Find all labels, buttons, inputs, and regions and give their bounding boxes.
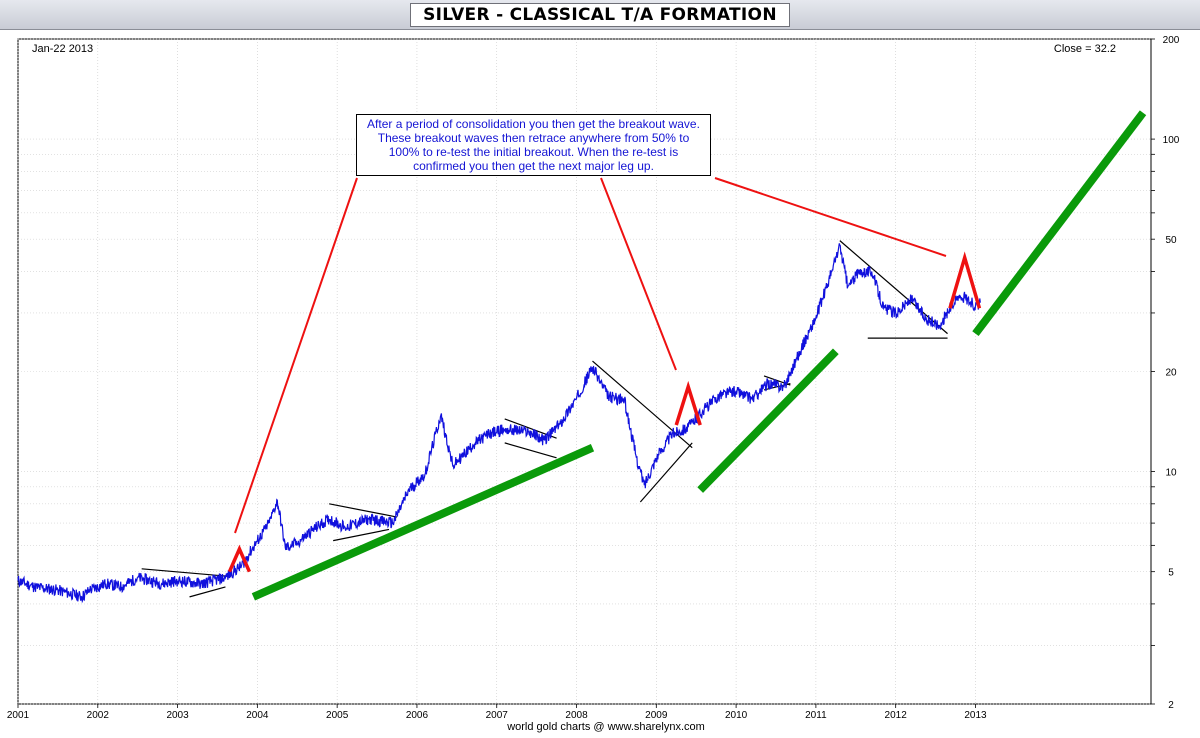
- x-tick-label: 2007: [486, 710, 509, 721]
- pattern-line: [839, 240, 948, 335]
- source-credit: world gold charts @ www.sharelynx.com: [506, 721, 705, 733]
- x-tick-label: 2002: [87, 710, 110, 721]
- silver-price-line: [17, 243, 981, 604]
- green-trend-line: [697, 348, 839, 493]
- breakout-markers: [227, 177, 982, 573]
- x-tick-label: 2004: [246, 710, 269, 721]
- x-axis-ticks: 2001 2002 2003 2004 2005 2006 2007 2008 2009 2010…: [7, 704, 987, 721]
- x-tick-label: 2008: [565, 710, 588, 721]
- green-trend-line: [251, 444, 595, 601]
- x-tick-label: 2001: [7, 710, 30, 721]
- x-tick-label: 2009: [645, 710, 668, 721]
- x-tick-label: 2010: [725, 710, 748, 721]
- pattern-line: [504, 442, 557, 459]
- y-tick-label: 50: [1165, 235, 1177, 246]
- pattern-line: [141, 568, 226, 577]
- breakout-marker: [227, 544, 251, 573]
- y-tick-label: 20: [1165, 368, 1177, 379]
- y-tick-label: 100: [1163, 135, 1180, 146]
- pattern-line: [333, 528, 390, 542]
- annotation-text: After a period of consolidation you then…: [367, 117, 700, 173]
- annotation-box: After a period of consolidation you then…: [356, 114, 711, 176]
- breakout-marker: [948, 251, 982, 309]
- x-tick-label: 2013: [964, 710, 987, 721]
- y-tick-label: 5: [1168, 568, 1174, 579]
- x-tick-label: 2011: [805, 710, 827, 721]
- annotation-pointer: [600, 177, 677, 371]
- x-tick-label: 2003: [166, 710, 189, 721]
- y-axis-ticks: 2 5 10 20 50 100 200: [1151, 35, 1180, 711]
- x-tick-label: 2012: [885, 710, 908, 721]
- green-trend-line: [972, 110, 1147, 337]
- y-tick-label: 200: [1163, 35, 1180, 46]
- x-tick-label: 2006: [406, 710, 429, 721]
- pattern-line: [639, 442, 693, 503]
- chart-title: SILVER - CLASSICAL T/A FORMATION: [410, 2, 790, 27]
- y-tick-label: 10: [1165, 468, 1177, 479]
- green-trend-lines: [251, 110, 1147, 601]
- pattern-line: [329, 503, 398, 518]
- close-label: Close = 32.2: [1054, 43, 1116, 55]
- x-tick-label: 2005: [326, 710, 349, 721]
- pattern-line: [189, 586, 226, 598]
- annotation-pointer: [234, 177, 358, 534]
- pattern-lines: [141, 240, 948, 598]
- date-label: Jan-22 2013: [32, 43, 93, 55]
- y-tick-label: 2: [1168, 700, 1174, 711]
- breakout-marker: [674, 380, 702, 426]
- annotation-pointer: [714, 177, 947, 257]
- title-bar: SILVER - CLASSICAL T/A FORMATION: [0, 0, 1200, 30]
